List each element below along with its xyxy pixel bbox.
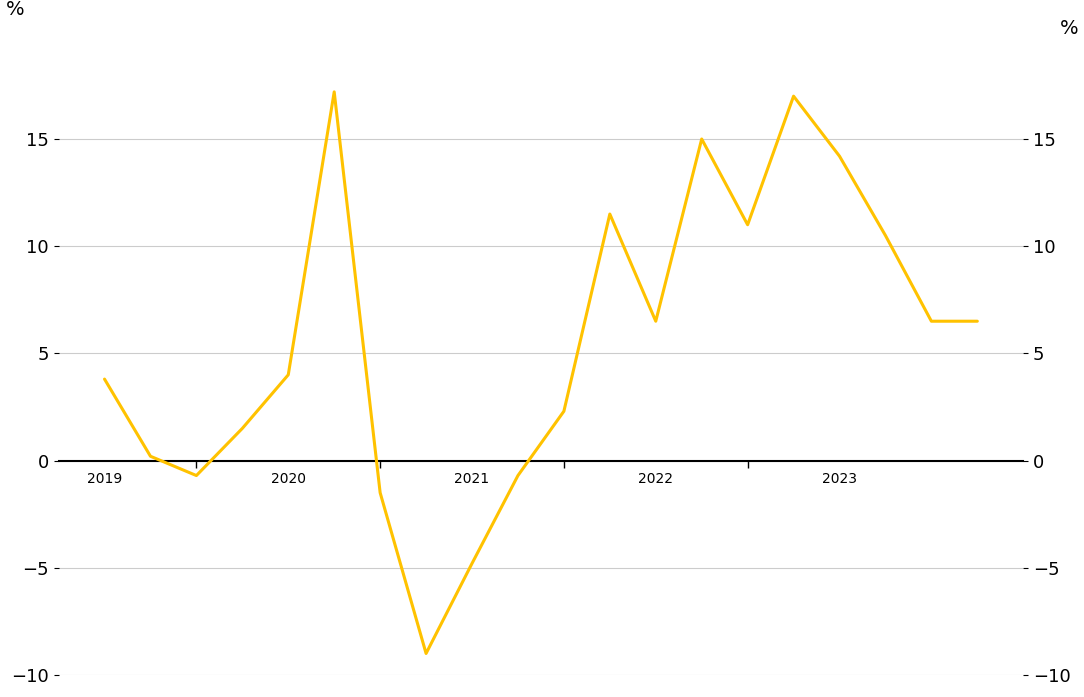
Y-axis label: %: % <box>5 0 25 19</box>
Y-axis label: %: % <box>1060 19 1079 38</box>
